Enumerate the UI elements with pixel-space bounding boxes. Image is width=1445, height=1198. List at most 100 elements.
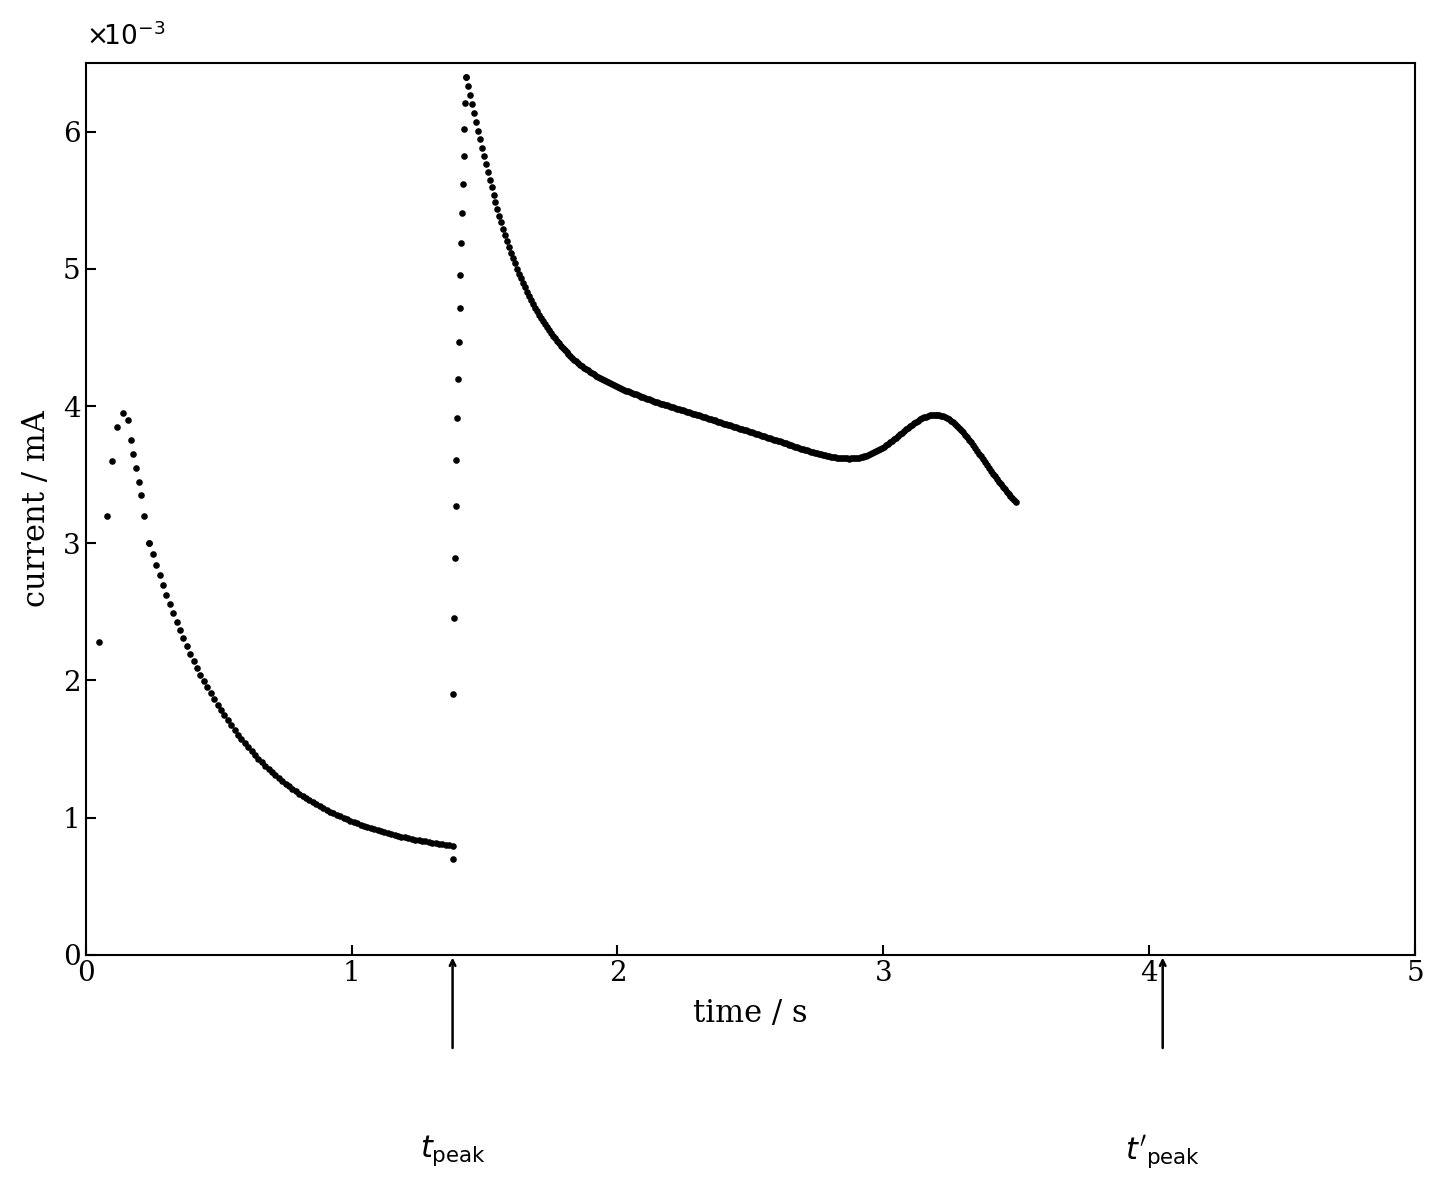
Point — [851, 447, 874, 466]
Point — [448, 298, 471, 317]
Point — [142, 545, 165, 564]
Point — [462, 104, 486, 123]
Point — [475, 163, 499, 182]
Point — [454, 93, 477, 113]
Point — [517, 286, 540, 305]
Point — [738, 422, 762, 441]
Point — [769, 432, 792, 452]
Point — [954, 425, 977, 444]
Point — [111, 404, 134, 423]
Point — [673, 401, 696, 420]
Point — [824, 448, 847, 467]
Point — [920, 405, 944, 424]
Y-axis label: current / mA: current / mA — [20, 411, 52, 607]
Point — [634, 388, 657, 407]
Point — [488, 206, 512, 225]
Point — [907, 410, 931, 429]
Point — [410, 831, 433, 851]
Point — [672, 401, 695, 420]
Point — [650, 394, 673, 413]
Point — [318, 801, 341, 821]
Text: $t_{\mathrm{peak}}$: $t_{\mathrm{peak}}$ — [419, 1133, 486, 1168]
Point — [608, 379, 631, 398]
Point — [819, 447, 842, 466]
Point — [825, 448, 848, 467]
Point — [955, 428, 978, 447]
Point — [798, 441, 821, 460]
Point — [529, 308, 552, 327]
Point — [707, 412, 730, 431]
Point — [237, 738, 260, 757]
Point — [724, 418, 747, 437]
Point — [975, 455, 998, 474]
Point — [275, 774, 298, 793]
Point — [407, 830, 431, 849]
Point — [159, 594, 182, 613]
Point — [483, 186, 506, 205]
Point — [961, 436, 984, 455]
Point — [750, 426, 773, 446]
Point — [461, 95, 484, 114]
Point — [192, 671, 215, 690]
Point — [539, 323, 562, 343]
Point — [240, 742, 263, 761]
Point — [270, 772, 293, 791]
Point — [355, 817, 379, 836]
Point — [582, 365, 605, 385]
Point — [675, 403, 698, 422]
Point — [390, 827, 413, 846]
Point — [928, 406, 951, 425]
Point — [575, 359, 598, 379]
Point — [428, 834, 451, 853]
Point — [95, 507, 118, 526]
Point — [519, 290, 542, 309]
Point — [783, 437, 806, 456]
Point — [491, 219, 514, 238]
Point — [709, 412, 733, 431]
Point — [199, 684, 223, 703]
Point — [577, 361, 600, 380]
Point — [776, 435, 799, 454]
Point — [523, 298, 546, 317]
Point — [155, 586, 178, 605]
Point — [777, 435, 801, 454]
Point — [522, 295, 545, 314]
Point — [480, 177, 503, 196]
Point — [497, 237, 520, 256]
Point — [496, 231, 519, 250]
Point — [423, 834, 447, 853]
Point — [350, 815, 373, 834]
Point — [400, 829, 423, 848]
Point — [827, 448, 850, 467]
Point — [179, 645, 202, 664]
Point — [441, 849, 464, 869]
Point — [754, 428, 777, 447]
Point — [212, 706, 236, 725]
Point — [470, 138, 493, 157]
Point — [949, 420, 972, 440]
Point — [985, 470, 1009, 489]
Point — [867, 441, 890, 460]
Point — [413, 831, 436, 851]
Point — [987, 472, 1010, 491]
Point — [780, 436, 803, 455]
Point — [445, 409, 468, 428]
Point — [610, 380, 633, 399]
Point — [906, 411, 929, 430]
Point — [938, 410, 961, 429]
Point — [842, 448, 866, 467]
Point — [996, 482, 1019, 501]
Point — [332, 809, 355, 828]
Point — [959, 432, 983, 452]
Point — [642, 392, 665, 411]
Point — [952, 423, 975, 442]
Point — [850, 448, 873, 467]
Point — [288, 783, 311, 803]
Point — [442, 684, 465, 703]
Point — [734, 420, 757, 440]
Point — [543, 328, 566, 347]
Point — [600, 375, 623, 394]
Point — [592, 370, 616, 389]
Point — [588, 369, 611, 388]
Point — [727, 418, 750, 437]
